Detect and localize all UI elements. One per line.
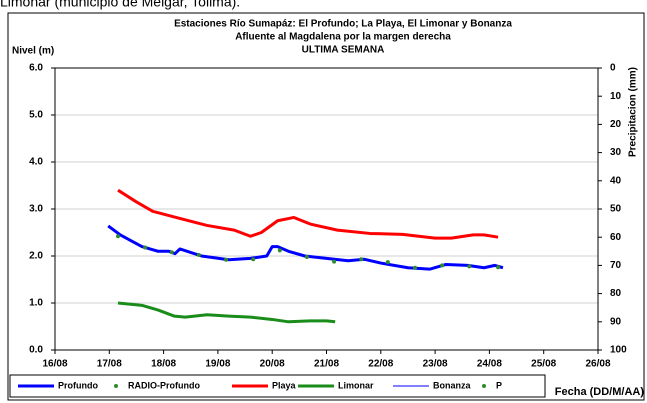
x-tick-label: 24/08 [477,359,502,370]
data-point [359,257,364,262]
y2-tick-label: 30 [610,147,622,158]
y2-tick-label: 10 [610,91,622,102]
y-tick-label: 1.0 [29,298,43,309]
chart-title: Estaciones Río Sumapáz: El Profundo; La … [174,19,512,30]
y2-tick-label: 70 [610,260,622,271]
series-line [117,188,499,240]
x-tick-label: 19/08 [205,359,230,370]
data-point [277,248,282,253]
x-tick-label: 17/08 [97,359,122,370]
data-point [332,259,337,264]
y2-tick-label: 100 [610,345,627,356]
legend-label: RADIO-Profundo [128,380,200,390]
legend-swatch [482,384,486,388]
x-axis-label: Fecha (DD/M/AA) [555,386,645,398]
legend-label: P [496,380,502,390]
data-point [304,254,309,259]
y2-tick-label: 80 [610,288,622,299]
y2-tick-label: 20 [610,119,622,130]
data-point [224,257,229,262]
y-tick-label: 6.0 [29,63,43,74]
x-tick-label: 20/08 [260,359,285,370]
legend-label: Playa [272,380,297,390]
x-tick-label: 26/08 [585,359,610,370]
y2-tick-label: 90 [610,316,622,327]
plot-area [54,67,599,351]
x-tick-label: 16/08 [42,359,67,370]
data-point [196,253,201,258]
chart-subtitle: ULTIMA SEMANA [302,45,385,56]
y2-tick-label: 0 [610,63,616,74]
data-point [385,260,390,265]
x-tick-label: 18/08 [151,359,176,370]
y-tick-label: 2.0 [29,251,43,262]
y2-tick-label: 40 [610,175,622,186]
y2-tick-label: 60 [610,232,622,243]
caption: Limonar (municipio de Melgar, Tolima). [0,0,240,10]
x-tick-label: 21/08 [314,359,339,370]
legend-label: Profundo [58,380,98,390]
y-tick-label: 0.0 [29,345,43,356]
x-tick-label: 25/08 [531,359,556,370]
series-line [117,301,336,324]
x-tick-label: 23/08 [423,359,448,370]
data-point [467,264,472,269]
legend-swatch [114,384,118,388]
y-axis-label: Nivel (m) [12,46,54,57]
data-point [143,245,148,250]
y2-tick-label: 50 [610,204,622,215]
data-point [413,265,418,270]
y-tick-label: 5.0 [29,110,43,121]
legend-box [9,374,546,398]
data-point [169,250,174,255]
y-tick-label: 3.0 [29,204,43,215]
legend-label: Bonanza [433,380,471,390]
chart-subtitle: Afluente al Magdalena por la margen dere… [235,32,451,43]
data-point [251,257,256,262]
data-point [496,265,501,270]
x-tick-label: 22/08 [368,359,393,370]
legend-label: Limonar [338,380,374,390]
data-point [440,263,445,268]
y2-axis-label: Precipitacion (mm) [628,67,639,157]
y-tick-label: 4.0 [29,157,43,168]
chart-frame [7,12,645,401]
data-point [115,234,120,239]
